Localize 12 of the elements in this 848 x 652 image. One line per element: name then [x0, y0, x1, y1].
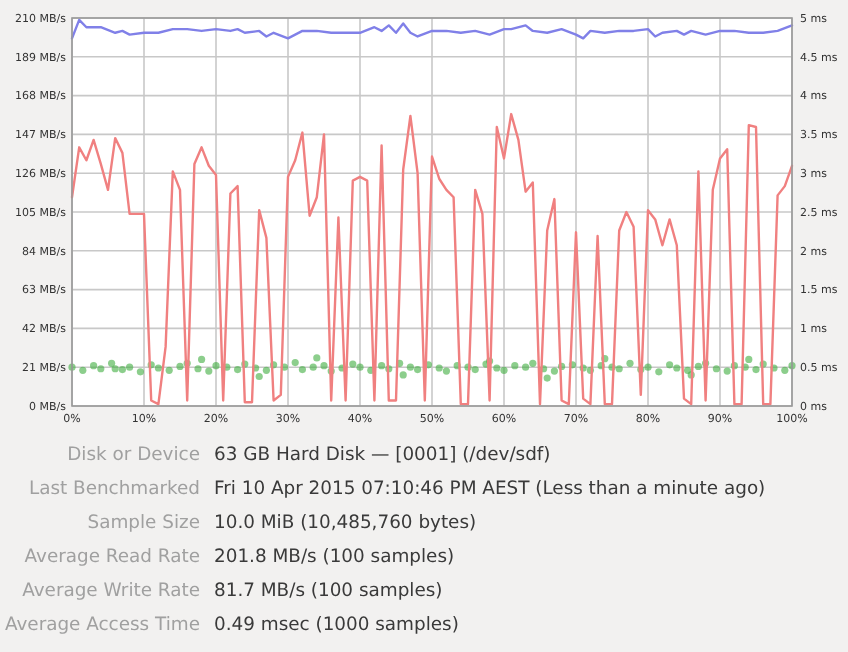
text: Average Access Time	[4, 614, 201, 636]
text: 63 GB Hard Disk — [0001] (/dev/sdf)	[214, 444, 551, 466]
text: 0.49 msec (1000 samples)	[214, 614, 459, 636]
text: Disk or Device	[67, 444, 201, 466]
text: Average Write Rate	[22, 580, 201, 602]
text: 201.8 MB/s (100 samples)	[214, 546, 455, 568]
text: Last Benchmarked	[28, 478, 200, 500]
text: 10.0 MiB (10,485,760 bytes)	[214, 512, 477, 534]
text: Fri 10 Apr 2015 07:10:46 PM AEST (Less than a minute ago)	[214, 478, 766, 500]
text: Average Read Rate	[24, 546, 201, 568]
text: Sample Size	[87, 512, 201, 534]
text: 81.7 MB/s (100 samples)	[214, 580, 443, 602]
